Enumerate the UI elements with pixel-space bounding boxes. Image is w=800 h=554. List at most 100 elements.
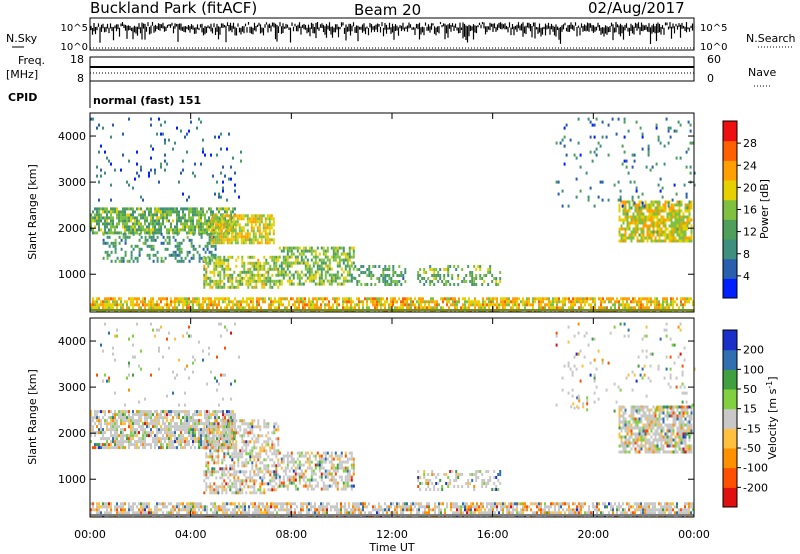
echo-cell — [220, 443, 222, 447]
echo-cell — [255, 452, 258, 456]
echo-cell — [342, 246, 345, 250]
echo-cell — [394, 271, 397, 274]
echo-cell — [408, 306, 410, 310]
echo-cell — [110, 250, 113, 254]
echo-cell — [180, 250, 183, 254]
echo-cell — [320, 466, 323, 470]
echo-cell — [112, 446, 114, 450]
echo-cell — [94, 410, 96, 414]
echo-cell — [666, 215, 669, 219]
freq-label: Freq. — [18, 54, 45, 67]
echo-cell — [148, 300, 150, 304]
echo-cell — [182, 440, 184, 444]
echo-cell — [104, 225, 106, 229]
echo-cell — [200, 210, 202, 214]
echo-cell — [348, 469, 351, 473]
echo-cell — [632, 215, 635, 219]
echo-cell — [684, 233, 687, 237]
echo-cell — [236, 232, 239, 236]
echo-cell — [168, 410, 170, 414]
echo-cell — [277, 464, 280, 468]
echo-cell — [124, 413, 126, 417]
echo-cell — [290, 451, 293, 455]
echo-cell — [502, 303, 504, 307]
echo-cell — [644, 297, 646, 301]
echo-cell — [238, 214, 241, 218]
echo-cell — [203, 443, 206, 447]
echo-cell — [672, 297, 674, 301]
echo-cell — [655, 162, 658, 166]
echo-cell — [265, 467, 268, 471]
echo-cell — [251, 476, 254, 480]
echo-cell — [628, 233, 631, 237]
echo-cell — [682, 215, 685, 219]
echo-cell — [110, 440, 112, 444]
echo-cell — [244, 300, 246, 304]
echo-cell — [222, 232, 225, 236]
echo-cell — [451, 277, 454, 280]
echo-cell — [330, 472, 333, 476]
beam-label: Beam 20 — [354, 1, 421, 19]
echo-cell — [656, 239, 659, 243]
echo-cell — [246, 238, 249, 242]
echo-cell — [259, 470, 262, 474]
echo-cell — [644, 218, 647, 222]
echo-cell — [350, 297, 352, 301]
echo-cell — [178, 425, 180, 429]
echo-cell — [618, 218, 621, 222]
echo-cell — [680, 200, 683, 204]
echo-cell — [158, 297, 160, 301]
echo-cell — [302, 463, 305, 467]
echo-cell — [140, 437, 142, 441]
echo-cell — [670, 236, 673, 240]
echo-cell — [259, 449, 262, 453]
echo-cell — [261, 285, 264, 289]
echo-cell — [221, 264, 224, 268]
echo-cell — [328, 460, 331, 464]
echo-cell — [312, 303, 314, 307]
echo-cell — [126, 303, 128, 307]
echo-cell — [252, 217, 255, 221]
echo-cell — [226, 413, 228, 417]
echo-cell — [264, 297, 266, 301]
echo-cell — [96, 410, 98, 414]
echo-cell — [180, 297, 182, 301]
echo-cell — [209, 425, 212, 429]
echo-cell — [104, 150, 106, 154]
echo-cell — [222, 410, 224, 414]
echo-cell — [676, 218, 679, 222]
echo-cell — [312, 249, 315, 253]
echo-cell — [219, 446, 222, 450]
echo-cell — [247, 476, 250, 480]
echo-cell — [142, 198, 144, 202]
echo-cell — [237, 425, 240, 429]
echo-cell — [388, 303, 390, 307]
echo-cell — [624, 200, 627, 204]
echo-cell — [366, 274, 369, 277]
echo-cell — [120, 168, 122, 172]
echo-cell — [219, 255, 222, 259]
echo-cell — [688, 203, 691, 207]
echo-cell — [636, 215, 639, 219]
echo-cell — [420, 306, 422, 310]
echo-cell — [330, 451, 333, 455]
echo-cell — [282, 255, 285, 259]
echo-cell — [408, 303, 410, 307]
echo-cell — [128, 443, 130, 447]
echo-cell — [548, 303, 550, 307]
echo-cell — [219, 279, 222, 283]
echo-cell — [320, 276, 323, 280]
echo-cell — [290, 282, 293, 286]
echo-cell — [251, 422, 254, 426]
echo-cell — [354, 265, 357, 268]
echo-cell — [243, 431, 246, 435]
echo-cell — [90, 219, 92, 223]
echo-cell — [346, 258, 349, 262]
echo-cell — [132, 306, 134, 310]
echo-cell — [630, 218, 633, 222]
echo-cell — [211, 452, 214, 456]
echo-cell — [188, 259, 191, 263]
echo-cell — [690, 200, 693, 204]
echo-cell — [252, 226, 255, 230]
echo-cell — [114, 428, 116, 432]
